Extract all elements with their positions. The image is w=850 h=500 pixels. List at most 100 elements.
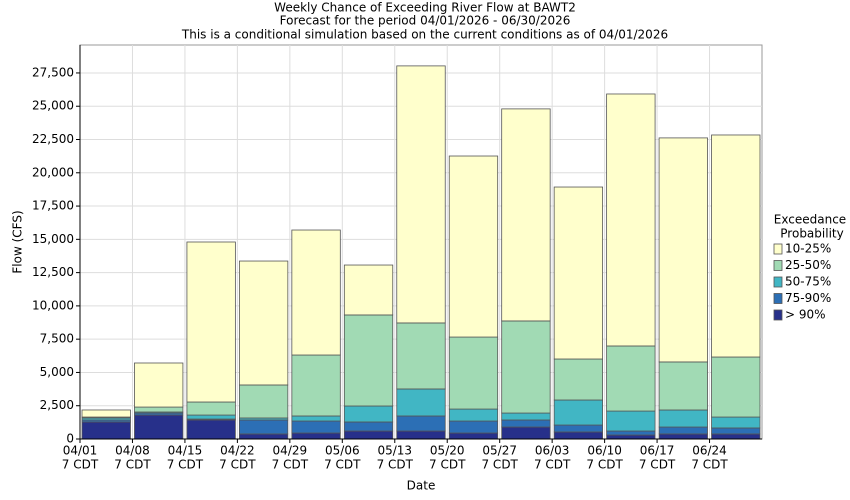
bar-segment — [448, 408, 499, 422]
x-tick-sublabel: 7 CDT — [429, 458, 466, 472]
y-tick-label: 17,500 — [32, 199, 74, 213]
y-tick-label: 10,000 — [32, 298, 74, 312]
y-tick-label: 12,500 — [32, 265, 74, 279]
chart-subtitle: Forecast for the period 04/01/2026 - 06/… — [280, 14, 571, 28]
bar-segment — [606, 430, 656, 436]
legend-title: Probability — [780, 227, 843, 241]
bar-segment — [396, 415, 446, 432]
bar-segment — [343, 421, 394, 432]
x-tick-sublabel: 7 CDT — [481, 458, 518, 472]
bar-segment — [186, 414, 236, 420]
bar-segment — [238, 433, 289, 440]
bar-segment — [186, 401, 236, 416]
bar-segment — [448, 432, 499, 440]
bar-segment — [711, 427, 761, 435]
x-tick-sublabel: 7 CDT — [324, 458, 361, 472]
x-tick-label: 06/10 — [587, 444, 622, 458]
legend-label: > 90% — [785, 308, 826, 322]
y-tick-label: 25,000 — [32, 99, 74, 113]
x-tick-sublabel: 7 CDT — [272, 458, 309, 472]
y-tick-label: 15,000 — [32, 232, 74, 246]
bar-segment — [658, 426, 708, 435]
bar-segment — [658, 137, 708, 363]
bar-segment — [606, 93, 656, 347]
x-tick-sublabel: 7 CDT — [639, 458, 676, 472]
legend-label: 25-50% — [785, 258, 831, 272]
x-axis-label: Date — [407, 479, 436, 493]
bar-segment — [501, 412, 551, 421]
legend-swatch — [773, 243, 783, 255]
x-tick-sublabel: 7 CDT — [62, 458, 99, 472]
bar-segment — [396, 322, 446, 390]
bar-segment — [606, 345, 656, 412]
bar-segment — [186, 241, 236, 403]
bar-segment — [81, 421, 131, 440]
legend-swatch — [773, 293, 783, 304]
bar-segment — [711, 134, 761, 358]
y-tick-label: 0 — [66, 432, 74, 446]
x-tick-sublabel: 7 CDT — [377, 458, 414, 472]
x-tick-label: 04/22 — [220, 444, 255, 458]
x-tick-label: 06/03 — [535, 444, 570, 458]
bar-segment — [134, 414, 184, 440]
x-tick-sublabel: 7 CDT — [114, 458, 151, 472]
bar-segment — [553, 399, 604, 426]
x-tick-label: 05/06 — [325, 444, 360, 458]
bar-segment — [448, 155, 499, 338]
bar-segment — [658, 361, 708, 411]
bar-segment — [658, 409, 708, 428]
bar-segment — [291, 354, 341, 417]
bar-segment — [606, 434, 656, 440]
bar-segment — [553, 358, 604, 401]
bar-segment — [291, 229, 341, 356]
bar-segment — [134, 406, 184, 413]
bar-segment — [81, 409, 131, 418]
y-axis-label: Flow (CFS) — [11, 210, 25, 273]
bar-segment — [711, 356, 761, 418]
bar-segment — [186, 419, 236, 440]
y-tick-label: 2,500 — [40, 398, 74, 412]
legend-label: 75-90% — [785, 291, 831, 305]
bar-segment — [501, 108, 551, 322]
bar-segment — [291, 415, 341, 422]
x-tick-label: 04/29 — [273, 444, 308, 458]
bar-segment — [343, 264, 394, 316]
bar-segment — [396, 65, 446, 324]
bar-segment — [501, 320, 551, 414]
x-tick-label: 05/20 — [430, 444, 465, 458]
bar-segment — [448, 420, 499, 434]
bar-segment — [238, 384, 289, 419]
legend-title: Exceedance — [774, 213, 846, 227]
chart-title: Weekly Chance of Exceeding River Flow at… — [274, 1, 576, 15]
x-tick-sublabel: 7 CDT — [219, 458, 256, 472]
legend-swatch — [773, 276, 783, 288]
bar-segment — [501, 419, 551, 428]
bar-segment — [343, 405, 394, 423]
bar-segment — [238, 419, 289, 435]
x-tick-sublabel: 7 CDT — [167, 458, 204, 472]
bar-segment — [658, 433, 708, 440]
y-tick-label: 7,500 — [40, 332, 74, 346]
bar-segment — [553, 424, 604, 433]
bar-segment — [606, 410, 656, 432]
bar-segment — [711, 416, 761, 429]
bar-segment — [291, 420, 341, 434]
bar-segment — [343, 314, 394, 407]
y-tick-label: 20,000 — [32, 165, 74, 179]
bar-segment — [553, 186, 604, 360]
bar-segment — [448, 336, 499, 410]
bar-segment — [396, 388, 446, 417]
bar-segment — [291, 432, 341, 440]
bar-segment — [553, 431, 604, 440]
x-tick-label: 06/24 — [692, 444, 727, 458]
bar-segment — [134, 362, 184, 408]
y-tick-label: 27,500 — [32, 65, 74, 79]
x-tick-label: 04/08 — [115, 444, 150, 458]
legend-swatch — [773, 309, 783, 321]
x-tick-sublabel: 7 CDT — [534, 458, 571, 472]
y-tick-label: 22,500 — [32, 132, 74, 146]
bar-segment — [343, 430, 394, 440]
y-tick-label: 5,000 — [40, 365, 74, 379]
legend-label: 50-75% — [785, 275, 831, 289]
